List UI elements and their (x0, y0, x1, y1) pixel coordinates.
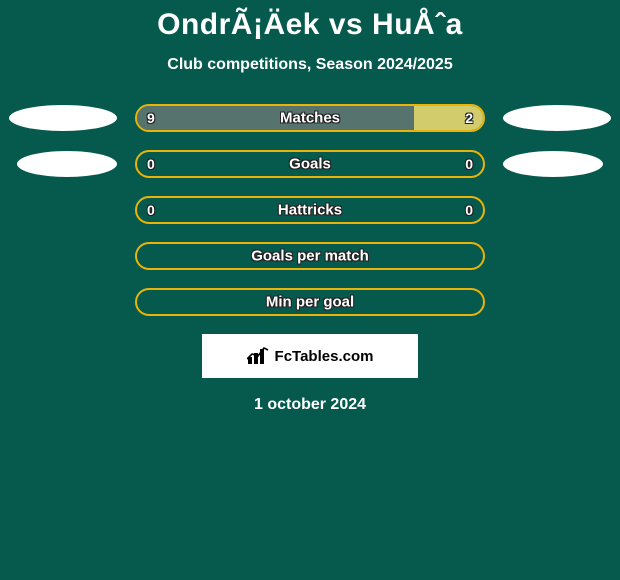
decor-ellipse-left (17, 151, 117, 177)
page-title: OndrÃ¡Äek vs HuÅˆa (0, 0, 620, 42)
chart-icon (247, 347, 269, 365)
stat-label: Goals per match (251, 248, 369, 265)
stat-row: 0 0 Goals (0, 150, 620, 178)
stats-container: 92Matches 0 0 Goals 0 0 Hattricks Goals per mat… (0, 104, 620, 316)
stat-bar: 92Matches (135, 104, 485, 132)
bar-fill-left (137, 106, 414, 130)
stat-row: Goals per match (0, 242, 620, 270)
bar-fill-right (414, 106, 483, 130)
stat-value-left: 0 (147, 156, 155, 172)
stat-label: Goals (289, 156, 331, 173)
stat-row: 92Matches (0, 104, 620, 132)
stat-bar: Goals per match (135, 242, 485, 270)
decor-ellipse-left (9, 105, 117, 131)
stat-label: Min per goal (266, 294, 354, 311)
stat-bar: 0 0 Hattricks (135, 196, 485, 224)
decor-ellipse-right (503, 151, 603, 177)
stat-row: Min per goal (0, 288, 620, 316)
source-badge-text: FcTables.com (275, 348, 374, 365)
stat-value-left: 0 (147, 202, 155, 218)
stat-value-right: 0 (465, 156, 473, 172)
stat-label: Hattricks (278, 202, 342, 219)
comparison-card: OndrÃ¡Äek vs HuÅˆa Club competitions, Se… (0, 0, 620, 580)
subtitle: Club competitions, Season 2024/2025 (0, 56, 620, 74)
stat-value-right: 0 (465, 202, 473, 218)
stat-bar: 0 0 Goals (135, 150, 485, 178)
stat-bar: Min per goal (135, 288, 485, 316)
source-badge: FcTables.com (202, 334, 418, 378)
date-text: 1 october 2024 (0, 396, 620, 414)
decor-ellipse-right (503, 105, 611, 131)
stat-row: 0 0 Hattricks (0, 196, 620, 224)
